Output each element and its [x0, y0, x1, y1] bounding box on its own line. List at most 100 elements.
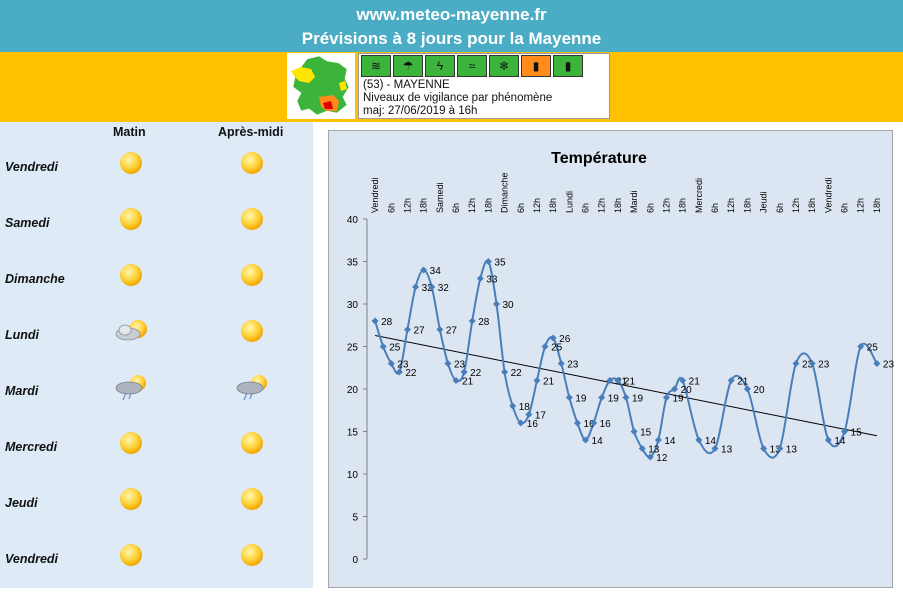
sun-icon: [114, 204, 142, 232]
snow-ice-icon: ❄: [489, 55, 519, 77]
vigilance-description: Niveaux de vigilance par phénomène: [363, 92, 553, 104]
data-label: 15: [640, 428, 652, 439]
data-label: 14: [664, 436, 676, 447]
data-point: [743, 385, 751, 393]
vigilance-department: (53) - MAYENNE: [363, 79, 450, 91]
trendline: [374, 334, 878, 437]
wind-icon: ≋: [361, 55, 391, 77]
data-label: 23: [454, 360, 466, 371]
x-tick-label: 6h: [581, 203, 591, 213]
sun-icon: [235, 316, 263, 344]
x-tick-label: Dimanche: [500, 172, 510, 213]
data-label: 15: [851, 428, 863, 439]
data-point: [436, 326, 444, 333]
x-tick-label: 12h: [532, 198, 542, 213]
x-tick-label: 12h: [726, 198, 736, 213]
data-label: 27: [413, 326, 425, 337]
data-point: [541, 343, 549, 350]
data-point: [614, 377, 622, 384]
france-map[interactable]: [287, 53, 355, 119]
sun-icon: [114, 540, 142, 568]
data-point: [727, 377, 735, 384]
x-tick-label: Mardi: [629, 190, 639, 213]
x-tick-label: 18h: [613, 198, 623, 213]
cold-icon: ▮: [553, 55, 583, 77]
day-label: Vendredi: [5, 160, 59, 174]
data-point: [444, 360, 452, 367]
data-label: 26: [559, 334, 571, 345]
sun-icon: [235, 148, 263, 176]
header-banner: www.meteo-mayenne.fr Prévisions à 8 jour…: [0, 0, 903, 52]
x-tick-label: 6h: [451, 203, 461, 213]
day-label: Samedi: [5, 216, 50, 230]
data-point: [476, 275, 484, 282]
x-tick-label: 18h: [742, 198, 752, 213]
rain-flood-icon: ☂: [393, 55, 423, 77]
data-point: [606, 377, 614, 384]
y-tick-label: 25: [347, 343, 359, 354]
y-tick-label: 30: [347, 300, 359, 311]
x-tick-label: 18h: [872, 198, 882, 213]
data-point: [395, 368, 403, 376]
data-label: 32: [438, 283, 450, 294]
data-point: [557, 360, 565, 367]
sun-icon: [114, 148, 142, 176]
data-point: [662, 394, 670, 401]
data-point: [484, 258, 492, 265]
x-tick-label: Jeudi: [759, 191, 769, 213]
data-label: 19: [575, 394, 587, 405]
y-tick-label: 5: [352, 513, 358, 524]
data-point: [808, 360, 816, 367]
x-tick-label: 18h: [807, 198, 817, 213]
x-tick-label: 6h: [386, 203, 396, 213]
data-label: 21: [462, 377, 474, 388]
x-tick-label: Vendredi: [370, 177, 380, 213]
day-label: Vendredi: [5, 552, 59, 566]
x-tick-label: Lundi: [564, 191, 574, 213]
data-label: 13: [786, 445, 798, 456]
x-tick-label: 12h: [597, 198, 607, 213]
y-tick-label: 0: [352, 555, 358, 566]
day-label: Mercredi: [5, 440, 58, 454]
data-point: [493, 300, 500, 308]
data-label: 22: [405, 368, 417, 379]
storm-sun-icon: [235, 372, 267, 401]
temperature-chart-svg: Température 0 5 10 15 20 25 30 35 40 Vendredi 6h 12h…: [347, 150, 895, 566]
data-label: 27: [446, 326, 458, 337]
vigilance-info: (53) - MAYENNE Niveaux de vigilance par …: [363, 79, 552, 118]
temperature-chart: Température 0 5 10 15 20 25 30 35 40 Vendredi 6h 12h…: [328, 130, 895, 588]
data-point: [428, 283, 436, 291]
data-label: 32: [422, 283, 434, 294]
x-tick-label: 12h: [661, 198, 671, 213]
data-point: [760, 445, 768, 452]
cloud-sun-icon: [114, 316, 147, 344]
data-point: [873, 360, 881, 367]
page-title: Prévisions à 8 jours pour la Mayenne: [301, 29, 602, 48]
x-tick-label: 6h: [775, 203, 785, 213]
data-point: [711, 445, 719, 452]
data-point: [387, 360, 395, 367]
data-label: 19: [608, 394, 620, 405]
site-name[interactable]: www.meteo-mayenne.fr: [356, 5, 547, 24]
sun-icon: [114, 428, 142, 456]
data-point: [501, 368, 509, 376]
data-point: [824, 436, 832, 444]
vigilance-icons: ≋ ☂ ϟ ≈ ❄ ▮ ▮: [361, 55, 583, 77]
data-label: 13: [770, 445, 782, 456]
data-point: [371, 317, 379, 325]
sun-icon: [235, 260, 263, 288]
data-label: 35: [494, 258, 506, 269]
data-label: 21: [737, 377, 749, 388]
y-tick-label: 40: [347, 215, 359, 226]
data-point: [533, 377, 541, 384]
chart-title: Température: [551, 150, 647, 167]
data-point: [590, 419, 598, 427]
day-label: Mardi: [5, 384, 39, 398]
data-label: 14: [705, 436, 717, 447]
y-tick-label: 10: [347, 470, 359, 481]
data-label: 33: [486, 275, 498, 286]
data-label: 16: [600, 419, 612, 430]
y-tick-label: 35: [347, 258, 359, 269]
data-point: [509, 402, 517, 410]
data-point: [549, 334, 557, 342]
